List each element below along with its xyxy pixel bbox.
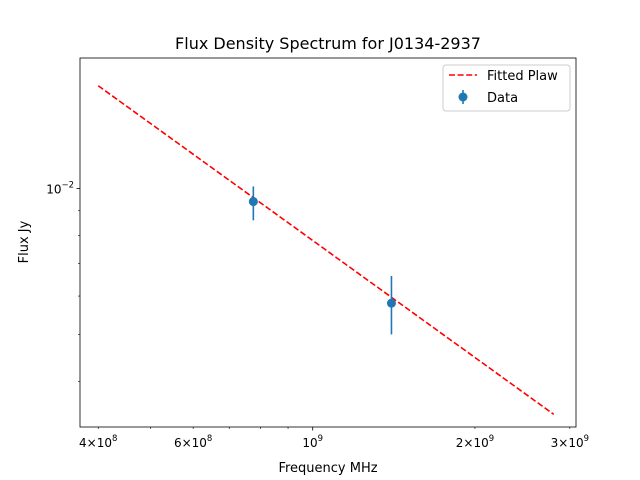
x-tick-label-0: 109 bbox=[302, 434, 323, 450]
x-axis-label: Frequency MHz bbox=[278, 461, 377, 476]
fitted-plaw-line bbox=[97, 85, 555, 415]
x-tick-label-4: 3×109 bbox=[551, 434, 589, 450]
chart-title: Flux Density Spectrum for J0134-2937 bbox=[175, 34, 481, 53]
y-ticks: 10−2 bbox=[46, 181, 80, 382]
x-ticks: 109 4×108 6×108 2×109 3×109 bbox=[79, 427, 589, 450]
x-tick-label-2: 6×108 bbox=[174, 434, 212, 450]
series-layer bbox=[97, 85, 555, 415]
axes-frame bbox=[79, 57, 577, 428]
x-tick-label-3: 2×109 bbox=[456, 434, 494, 450]
y-tick-label-0: 10−2 bbox=[46, 181, 74, 197]
y-axis-label: Flux Jy bbox=[17, 220, 32, 263]
legend-label-fitted-plaw: Fitted Plaw bbox=[487, 69, 558, 84]
legend-swatch-data-marker bbox=[458, 92, 468, 102]
x-tick-label-1: 4×108 bbox=[79, 434, 117, 450]
legend-box bbox=[442, 64, 571, 112]
data-point-1 bbox=[386, 298, 396, 308]
legend-label-data: Data bbox=[487, 91, 518, 106]
plot-area bbox=[80, 58, 576, 427]
legend: Fitted Plaw Data bbox=[442, 64, 571, 112]
data-point-0 bbox=[248, 197, 258, 207]
